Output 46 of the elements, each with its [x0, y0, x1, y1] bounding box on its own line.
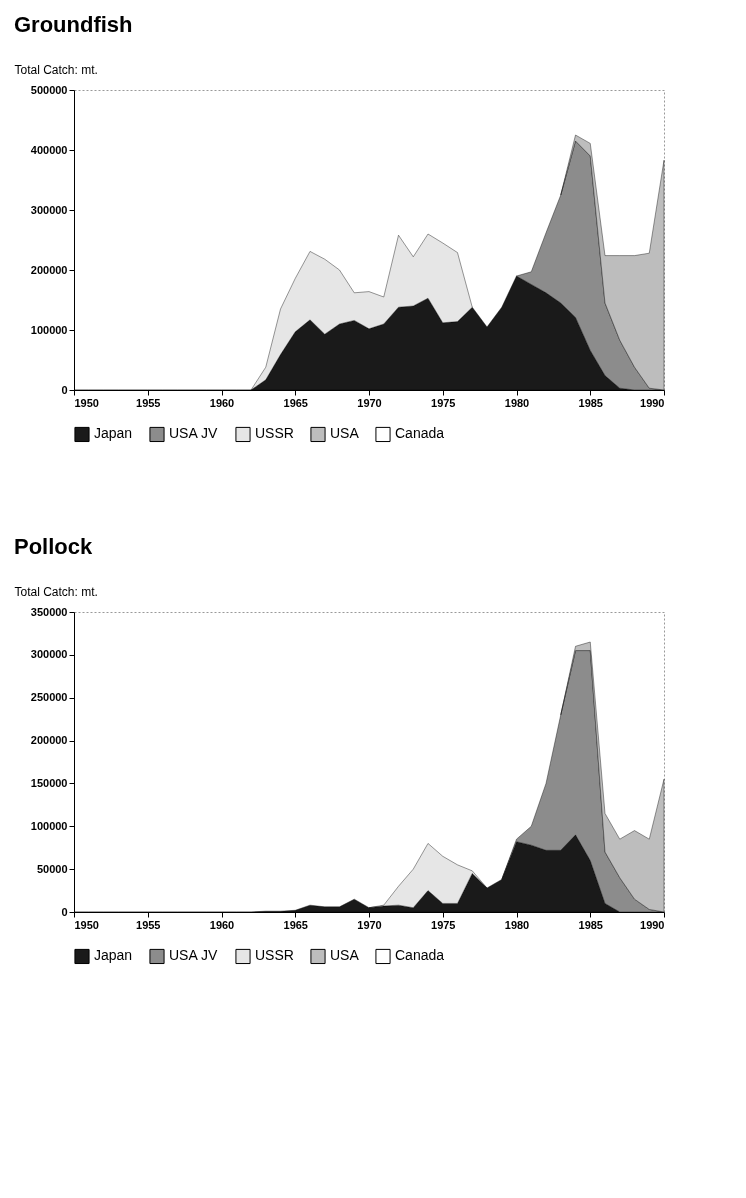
y-tick-label: 200000 [30, 734, 68, 747]
x-tick-label: 1950 [74, 918, 99, 931]
legend-label: USA JV [169, 947, 218, 964]
x-tick-label: 1960 [209, 918, 235, 931]
x-tick-label: 1985 [578, 918, 603, 931]
legend-label: Japan [94, 425, 133, 442]
x-tick-label: 1990 [640, 918, 665, 931]
x-tick-label: 1950 [74, 396, 99, 409]
y-tick-label: 500000 [30, 83, 68, 96]
y-axis-title: Total Catch: mt. [14, 62, 98, 77]
x-tick-label: 1980 [504, 918, 530, 931]
x-tick-label: 1990 [640, 396, 665, 409]
legend-label: USA [330, 947, 360, 964]
y-tick-label: 0 [61, 905, 68, 918]
x-tick-label: 1985 [578, 396, 603, 409]
y-tick-label: 200000 [30, 263, 68, 276]
x-tick-label: 1975 [431, 396, 456, 409]
x-tick-label: 1975 [431, 918, 456, 931]
y-tick-label: 400000 [30, 143, 68, 156]
y-tick-label: 350000 [30, 605, 68, 618]
y-tick-label: 0 [61, 383, 68, 396]
y-tick-label: 300000 [30, 203, 68, 216]
legend-label: USA [330, 425, 360, 442]
y-tick-label: 100000 [30, 323, 68, 336]
legend-label: Canada [395, 425, 445, 442]
legend-label: Canada [395, 947, 445, 964]
y-tick-label: 250000 [30, 691, 68, 704]
y-tick-label: 50000 [36, 862, 68, 875]
chart-title: Pollock [14, 534, 94, 559]
x-tick-label: 1965 [283, 918, 308, 931]
x-tick-label: 1980 [504, 396, 530, 409]
x-tick-label: 1970 [357, 918, 382, 931]
y-tick-label: 150000 [30, 776, 68, 789]
x-tick-label: 1960 [209, 396, 235, 409]
legend-label: USSR [255, 425, 294, 442]
chart-title: Groundfish [14, 12, 133, 37]
legend-label: USA JV [169, 425, 218, 442]
y-axis-title: Total Catch: mt. [14, 584, 98, 599]
y-tick-label: 100000 [30, 819, 68, 832]
x-tick-label: 1955 [136, 396, 161, 409]
x-tick-label: 1970 [357, 396, 382, 409]
y-tick-label: 300000 [30, 648, 68, 661]
legend-label: Japan [94, 947, 133, 964]
legend-label: USSR [255, 947, 294, 964]
x-tick-label: 1955 [136, 918, 161, 931]
x-tick-label: 1965 [283, 396, 308, 409]
